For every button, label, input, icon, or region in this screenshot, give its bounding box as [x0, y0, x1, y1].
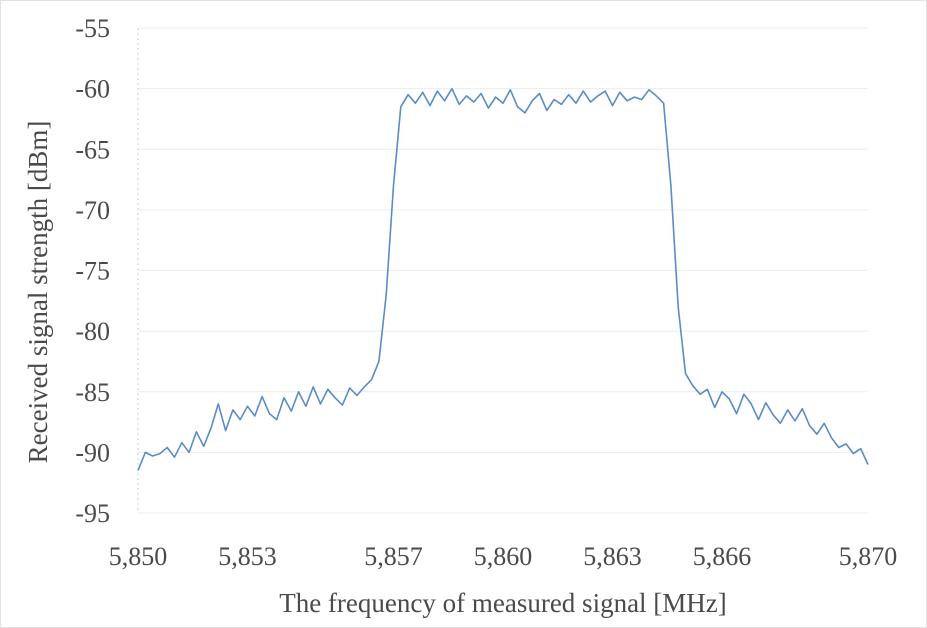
y-tick-label: -65	[75, 135, 110, 164]
gridlines	[138, 27, 868, 514]
y-tick-label: -95	[75, 499, 110, 528]
y-tick-label: -60	[75, 75, 110, 104]
x-tick-label: 5,866	[693, 542, 752, 571]
y-tick-label: -55	[75, 14, 110, 43]
y-tick-label: -80	[75, 317, 110, 346]
x-tick-label: 5,850	[109, 542, 168, 571]
series-line	[137, 87, 869, 471]
x-tick-label: 5,860	[474, 542, 533, 571]
x-tick-label: 5,863	[583, 542, 642, 571]
y-axis-ticks: -55 -60 -65 -70 -75 -80 -85 -90 -95	[75, 14, 110, 528]
x-tick-label: 5,870	[839, 542, 898, 571]
y-axis-title: Received signal strength [dBm]	[23, 121, 53, 464]
y-tick-label: -85	[75, 378, 110, 407]
x-tick-label: 5,857	[364, 542, 423, 571]
y-tick-label: -70	[75, 196, 110, 225]
series-group	[137, 87, 869, 471]
y-tick-label: -75	[75, 257, 110, 286]
x-axis-ticks: 5,850 5,853 5,857 5,860 5,863 5,866 5,870	[109, 542, 898, 571]
y-tick-label: -90	[75, 438, 110, 467]
x-tick-label: 5,853	[218, 542, 277, 571]
x-axis-title: The frequency of measured signal [MHz]	[279, 588, 727, 618]
